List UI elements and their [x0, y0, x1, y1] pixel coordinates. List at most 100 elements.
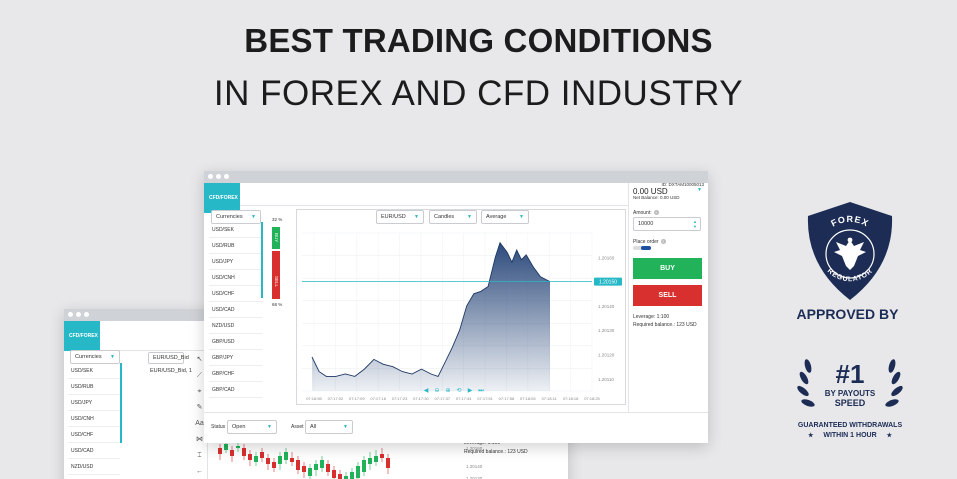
- playback-control-icon[interactable]: ▶: [468, 387, 473, 394]
- chart-title: EUR/USD_Bid, 1: [150, 368, 192, 374]
- candle-body: [314, 464, 318, 470]
- guarantee-line1: GUARANTEED WITHDRAWALS: [797, 422, 903, 429]
- pair-list-item[interactable]: GBP/USD: [209, 334, 263, 350]
- candle-body: [356, 466, 360, 478]
- buy-button[interactable]: BUY: [633, 258, 702, 279]
- current-price-label: 1.20150: [599, 280, 617, 286]
- pair-list-item[interactable]: USD/CHF: [68, 427, 120, 443]
- asset-select[interactable]: All ▼: [305, 420, 353, 434]
- headline-title: BEST TRADING CONDITIONS: [244, 22, 713, 59]
- help-icon[interactable]: ?: [653, 210, 659, 215]
- candle-body: [230, 450, 234, 456]
- pair-list-item[interactable]: USD/RUB: [209, 238, 263, 254]
- x-tick-label: 07:18:11: [542, 396, 558, 401]
- pair-list-item[interactable]: USD/CAD: [68, 443, 120, 459]
- account-balance[interactable]: 0.00 USD: [633, 187, 668, 196]
- drawing-tool-icon[interactable]: ⋈: [196, 436, 203, 443]
- window-dot: [208, 174, 213, 179]
- leverage-text: Leverage: 1:100: [464, 440, 501, 446]
- chevron-down-icon: ▼: [267, 424, 272, 430]
- candlestick-chart[interactable]: 1.20160 1.20140 1.20130: [210, 352, 530, 479]
- candle-body: [320, 460, 324, 468]
- candle-body: [374, 456, 378, 462]
- playback-control-icon[interactable]: ⊖: [434, 387, 439, 394]
- currencies-select[interactable]: Currencies ▼: [70, 350, 120, 364]
- pair-list-item[interactable]: NZD/USD: [209, 318, 263, 334]
- chevron-down-icon: ▼: [467, 214, 472, 220]
- candle-body: [386, 458, 390, 468]
- rank-number: #1: [836, 359, 865, 389]
- drawing-tool-icon[interactable]: ⟋: [197, 372, 202, 379]
- candle-body: [254, 456, 258, 462]
- chart-type-select[interactable]: Candles ▼: [429, 210, 477, 224]
- sell-button[interactable]: SELL: [633, 285, 702, 306]
- pair-list-item[interactable]: USD/CAD: [209, 302, 263, 318]
- pair-list-item[interactable]: NZD/USD: [68, 459, 120, 475]
- currencies-select-value: Currencies: [75, 354, 102, 360]
- playback-control-icon[interactable]: ⏭: [478, 387, 484, 394]
- currencies-select-value: Currencies: [216, 214, 243, 220]
- pair-list-item[interactable]: USD/SEK: [209, 222, 263, 238]
- playback-control-icon[interactable]: ◀: [424, 387, 429, 394]
- y-tick-label: 1.20160: [466, 446, 483, 451]
- pair-list-item[interactable]: GBP/CAD: [209, 382, 263, 398]
- pair-list-item[interactable]: GBP/CHF: [209, 366, 263, 382]
- y-tick-label: 1.20140: [598, 304, 615, 309]
- playback-control-icon[interactable]: ⊕: [445, 387, 450, 394]
- pair-list-item[interactable]: USD/CHF: [209, 286, 263, 302]
- window-dot: [224, 174, 229, 179]
- pair-list: USD/SEK USD/RUB USD/JPY USD/CNH USD/CHF USD/C…: [68, 363, 120, 475]
- pair-list-item[interactable]: USD/SEK: [68, 363, 120, 379]
- candle-body: [266, 458, 270, 464]
- help-icon[interactable]: ?: [660, 239, 666, 244]
- symbol-select[interactable]: EUR/USD ▼: [376, 210, 424, 224]
- buy-side-label: BUY: [272, 227, 280, 249]
- place-order-toggle[interactable]: [633, 246, 651, 250]
- drawing-tool-icon[interactable]: ✎: [196, 404, 203, 411]
- quantity-stepper[interactable]: ▲ ▼: [693, 219, 697, 229]
- y-tick-label: 1.20120: [598, 353, 615, 358]
- candle-body: [284, 452, 288, 460]
- currencies-select[interactable]: Currencies ▼: [211, 210, 261, 224]
- drawing-tool-icon[interactable]: ←: [196, 468, 203, 475]
- chevron-down-icon: ▼: [110, 354, 115, 360]
- drawing-tool-icon[interactable]: ↖: [196, 356, 203, 363]
- indicator-select[interactable]: Average ▼: [481, 210, 529, 224]
- chart-type-select-value: Candles: [434, 214, 455, 220]
- x-tick-label: 07:17:23: [392, 396, 408, 401]
- status-select[interactable]: Open ▼: [227, 420, 277, 434]
- playback-control-icon[interactable]: ⟲: [456, 387, 461, 394]
- sell-percentage: 68 %: [272, 302, 283, 307]
- x-tick-label: 07:17:02: [328, 396, 344, 401]
- chevron-down-icon[interactable]: ▼: [697, 187, 702, 193]
- net-balance: Net Balance: 0.00 USD: [633, 195, 680, 200]
- pair-list-item[interactable]: USD/RUB: [68, 379, 120, 395]
- required-balance-text: Required balance.: 123 USD: [464, 449, 528, 455]
- x-tick-label: 07:17:44: [456, 396, 472, 401]
- pair-list-item[interactable]: USD/JPY: [68, 395, 120, 411]
- drawing-tool-icon[interactable]: Aa: [195, 420, 204, 427]
- window-titlebar: [204, 171, 708, 183]
- chart-symbol-select[interactable]: EUR/USD_Bid: [148, 352, 189, 364]
- place-order-label: Place order?: [633, 239, 666, 245]
- candle-body: [350, 472, 354, 479]
- drawing-tool-icon[interactable]: ⌖: [197, 388, 202, 395]
- headline-subtitle: IN FOREX AND CFD INDUSTRY: [213, 74, 744, 113]
- regulator-top-text: FOREX: [829, 214, 870, 229]
- pair-list-item[interactable]: USD/JPY: [209, 254, 263, 270]
- candle-body: [278, 456, 282, 464]
- rank-line2: SPEED: [835, 398, 866, 408]
- pair-list-item[interactable]: GBP/JPY: [209, 350, 263, 366]
- pair-list-item[interactable]: USD/CNH: [68, 411, 120, 427]
- status-select-value: Open: [232, 424, 246, 430]
- star-icon: ★: [886, 433, 892, 439]
- x-tick-label: 07:17:09: [349, 396, 365, 401]
- required-balance-text: Required balance.: 123 USD: [633, 322, 697, 328]
- candle-body: [260, 452, 264, 458]
- drawing-tool-icon[interactable]: ⌶: [197, 452, 202, 459]
- amount-label-text: Amount:: [633, 210, 652, 216]
- area-chart[interactable]: 1.20150 1.20160 1.20140 1.20130 1.20120 1.201…: [296, 209, 626, 405]
- pair-list-item[interactable]: USD/CNH: [209, 270, 263, 286]
- sell-side-label: SELL: [272, 251, 280, 299]
- amount-input[interactable]: 10000 ▲ ▼: [633, 217, 701, 231]
